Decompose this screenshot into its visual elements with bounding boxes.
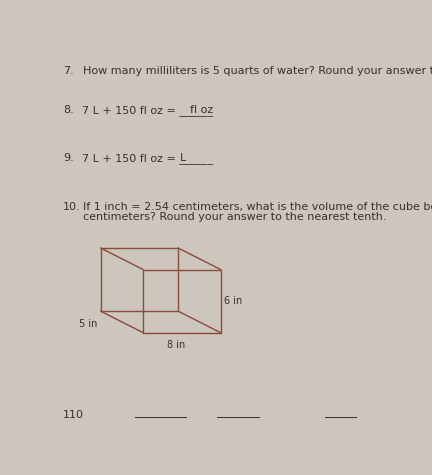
Text: 9.: 9.	[64, 153, 74, 163]
Text: centimeters? Round your answer to the nearest tenth.: centimeters? Round your answer to the ne…	[83, 212, 387, 222]
Text: 10.: 10.	[64, 202, 81, 212]
Text: 110: 110	[64, 409, 84, 419]
Text: 5 in: 5 in	[79, 319, 97, 329]
Text: 7 L + 150 fl oz = ______: 7 L + 150 fl oz = ______	[82, 153, 213, 164]
Text: 7 L + 150 fl oz = ______: 7 L + 150 fl oz = ______	[82, 105, 213, 115]
Text: 6 in: 6 in	[224, 296, 242, 306]
Text: 8 in: 8 in	[167, 341, 185, 351]
Text: 8.: 8.	[64, 105, 74, 115]
Text: 7.: 7.	[64, 66, 74, 76]
Text: If 1 inch = 2.54 centimeters, what is the volume of the cube below in cubic: If 1 inch = 2.54 centimeters, what is th…	[83, 202, 432, 212]
Text: How many milliliters is 5 quarts of water? Round your answer to the nearest ten: How many milliliters is 5 quarts of wate…	[83, 66, 432, 76]
Text: L: L	[180, 153, 186, 163]
Text: fl oz: fl oz	[190, 105, 213, 115]
